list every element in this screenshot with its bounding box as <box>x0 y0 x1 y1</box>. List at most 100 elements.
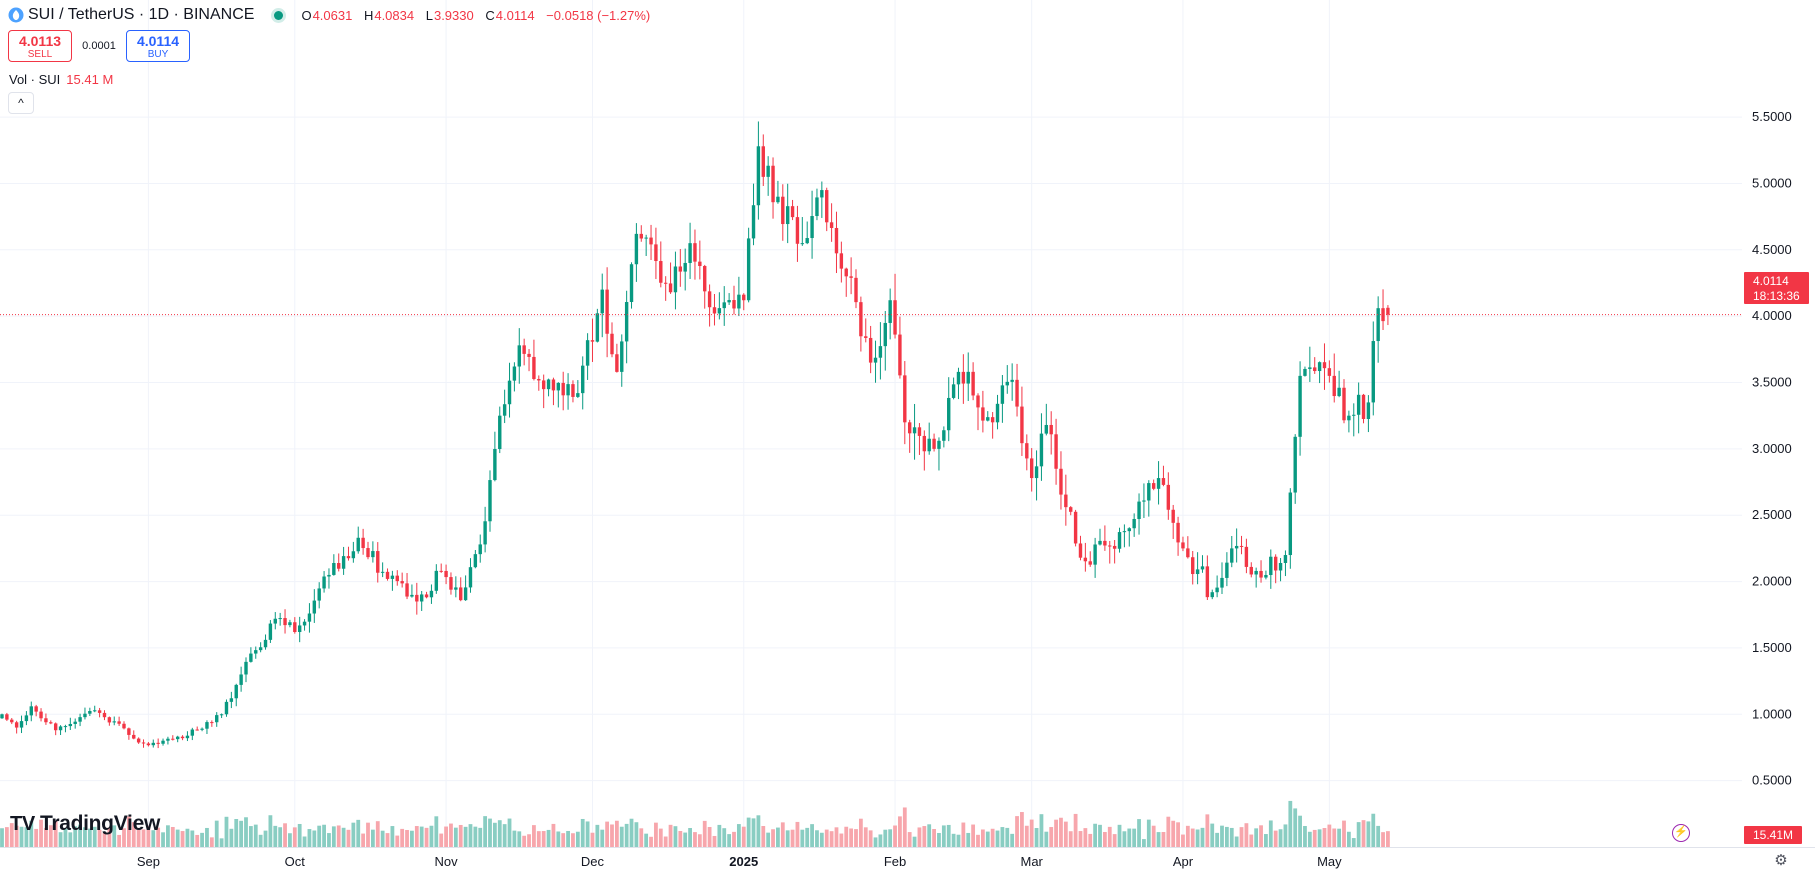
volume-bar <box>73 826 78 847</box>
candle-body <box>1278 562 1283 571</box>
candle-body <box>976 395 980 408</box>
volume-bar <box>268 815 273 847</box>
candle-body <box>722 302 726 309</box>
volume-bar <box>244 817 248 847</box>
volume-bar <box>1020 812 1024 847</box>
candle-body <box>527 353 531 357</box>
volume-bar <box>1093 823 1098 847</box>
candle-body <box>1230 548 1234 563</box>
volume-bar <box>1254 828 1259 847</box>
candle-body <box>1191 557 1195 575</box>
volume-bar <box>776 827 780 847</box>
open-value: 4.0631 <box>312 7 353 23</box>
volume-bar <box>1303 825 1307 847</box>
volume-bar <box>566 830 570 847</box>
collapse-legend-button[interactable]: ^ <box>8 92 34 114</box>
candle-body <box>444 570 448 578</box>
volume-bar <box>1244 823 1249 847</box>
volume-bar <box>971 824 976 847</box>
candle-body <box>1064 494 1068 508</box>
candle-body <box>698 261 702 267</box>
volume-bar <box>366 822 370 847</box>
price-tick-label: 2.5000 <box>1752 507 1792 522</box>
volume-bar <box>966 832 971 847</box>
volume-bar <box>1327 824 1332 847</box>
candle-body <box>532 356 536 380</box>
candle-body <box>459 587 463 601</box>
candle-body <box>1181 542 1185 549</box>
volume-bar <box>1176 822 1180 847</box>
volume-bar <box>414 826 419 847</box>
tradingview-logo[interactable]: TV TradingView <box>10 812 160 836</box>
candle-body <box>376 551 380 573</box>
time-axis[interactable]: Sep Oct Nov Dec 2025 Feb Mar Apr May <box>0 847 1815 870</box>
gear-icon[interactable]: ⚙ <box>1774 852 1788 869</box>
volume-bar <box>605 821 610 847</box>
candle-body <box>268 623 273 640</box>
volume-bar <box>1146 819 1151 847</box>
candle-body <box>927 438 931 452</box>
symbol-title[interactable]: SUI / TetherUS · 1D · BINANCE <box>28 6 255 23</box>
volume-bar <box>4 827 9 847</box>
volume-bar <box>1137 819 1141 847</box>
candle-body <box>468 567 473 588</box>
symbol-header: SUI / TetherUS · 1D · BINANCE O4.0631 H4… <box>8 4 658 26</box>
volume-bar <box>1054 819 1058 847</box>
volume-bar <box>229 828 234 847</box>
candle-body <box>605 289 609 334</box>
candle-body <box>395 575 399 582</box>
candle-body <box>1205 566 1210 598</box>
sell-button[interactable]: 4.0113 SELL <box>8 30 72 62</box>
price-tick-label: 1.0000 <box>1752 706 1792 721</box>
candle-body <box>688 243 692 263</box>
volume-bar <box>551 823 556 847</box>
volume-bar <box>1181 834 1185 847</box>
volume-bar <box>805 827 810 847</box>
volume-bar <box>1015 816 1019 847</box>
candlesticks <box>0 121 1390 749</box>
candle-body <box>1254 570 1258 575</box>
volume-bar <box>429 825 434 847</box>
volume-bar <box>44 827 48 847</box>
volume-bar <box>48 825 53 847</box>
volume-bar <box>946 824 951 847</box>
volume-bar <box>141 829 146 847</box>
volume-bar <box>458 824 463 847</box>
candle-body <box>551 379 556 391</box>
lightning-icon[interactable]: ⚡ <box>1672 824 1690 842</box>
volume-bar <box>644 833 649 847</box>
volume-bar <box>424 827 429 847</box>
candle-body <box>1313 367 1317 372</box>
volume-bar <box>839 833 844 847</box>
volume-bar <box>688 828 692 847</box>
candle-body <box>341 556 346 569</box>
volume-bar <box>941 825 946 847</box>
candle-body <box>1000 385 1005 404</box>
candle-body <box>434 570 439 591</box>
volume-bar <box>400 828 405 847</box>
buy-button[interactable]: 4.0114 BUY <box>126 30 190 62</box>
candle-body <box>600 289 604 314</box>
volume-bar <box>1381 832 1385 847</box>
volume-bar <box>1078 831 1083 847</box>
volume-legend[interactable]: Vol · SUI 15.41 M <box>9 72 113 87</box>
candle-body <box>1112 545 1117 549</box>
volume-bar <box>239 820 244 847</box>
vertical-gridlines <box>147 0 1330 847</box>
volume-bar <box>600 829 605 847</box>
volume-bar <box>517 831 522 847</box>
volume-bar <box>136 827 141 847</box>
sui-logo-icon <box>8 7 24 23</box>
volume-bar <box>1127 828 1132 847</box>
volume-bar <box>292 827 297 847</box>
candle-body <box>1039 433 1044 467</box>
volume-bar <box>751 818 756 847</box>
market-status-icon[interactable] <box>274 10 284 20</box>
candle-body <box>595 313 600 342</box>
price-axis[interactable]: 5.5000 5.0000 4.5000 4.0000 3.5000 3.0000 2.50… <box>1752 109 1792 788</box>
volume-bar <box>1010 833 1015 847</box>
candle-body <box>1127 528 1131 532</box>
candle-body <box>1088 561 1092 565</box>
candle-body <box>102 712 107 718</box>
